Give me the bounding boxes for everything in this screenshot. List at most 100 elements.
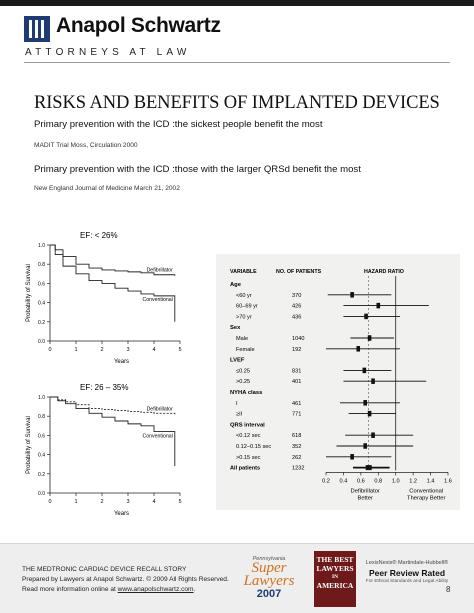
y-tick-label: 1.0: [38, 395, 45, 401]
slide-title: RISKS AND BENEFITS OF IMPLANTED DEVICES: [34, 93, 440, 113]
x-tick-label: 4: [152, 347, 155, 353]
survival-chart-2: EF: 26 – 35% 0.0 0.2 0.4 0.6 0.8 1.0 0 1 2 3 4 5 Year…: [26, 383, 182, 517]
top-bar: [0, 0, 474, 6]
forest-x-tick-label: 0.8: [374, 478, 382, 484]
row-patient-count: 426: [292, 304, 301, 310]
peer-review-title: Peer Review Rated: [368, 568, 446, 578]
row-patient-count: 192: [292, 347, 301, 353]
row-patient-count: 352: [292, 444, 301, 450]
forest-x-tick-label: 1.6: [444, 478, 452, 484]
row-label: >0.15 sec: [236, 455, 261, 461]
firm-name: Anapol Schwartz: [56, 14, 221, 37]
series-label: Defibrillator: [147, 268, 174, 274]
series-label: Conventional: [143, 433, 173, 439]
hazard-ratio-point: [362, 367, 367, 374]
row-label: 60–69 yr: [236, 304, 258, 310]
y-axis-label: Probability of Survival: [26, 264, 32, 322]
hazard-ratio-point: [371, 432, 375, 438]
hazard-ratio-point: [376, 302, 381, 309]
survival-charts-panel: EF: < 26% 0.0 0.2 0.4 0.6 0.8 1.0 0 1 2 3 4 5 Years Pr…: [16, 225, 206, 525]
header-divider: [24, 62, 450, 63]
row-patient-count: 1232: [292, 466, 304, 472]
y-tick-label: 0.6: [38, 433, 45, 439]
left-direction-label: Better: [357, 495, 373, 501]
forest-x-tick-label: 1.2: [409, 478, 417, 484]
row-label: <60 yr: [236, 293, 252, 299]
x-tick-label: 5: [178, 347, 181, 353]
chart-title: EF: 26 – 35%: [80, 383, 128, 392]
hazard-ratio-panel: VARIABLE NO. OF PATIENTS HAZARD RATIO Age <6…: [216, 254, 460, 510]
y-tick-label: 0.4: [38, 301, 45, 307]
footer-copyright: Prepared by Lawyers at Anapol Schwartz. …: [22, 576, 229, 583]
row-label: I: [236, 401, 238, 407]
y-tick-label: 0.8: [38, 414, 45, 420]
source-citation-2: New England Journal of Medicine March 21…: [34, 185, 180, 192]
hazard-ratio-point: [364, 313, 368, 320]
series-line-conventional: [50, 244, 176, 322]
row-label: >70 yr: [236, 314, 252, 320]
x-tick-label: 0: [48, 347, 51, 353]
row-label: 0.12–0.15 sec: [236, 444, 271, 450]
source-citation-1: MADIT Trial Moss, Circulation 2000: [34, 142, 138, 149]
chart-title: EF: < 26%: [80, 231, 118, 240]
footer-more-info-suffix: .: [193, 586, 196, 593]
page-number: 8: [446, 585, 451, 594]
row-label: Female: [236, 347, 255, 353]
best-lawyers-line: THE BEST: [316, 555, 354, 564]
firm-logo[interactable]: Anapol Schwartz ATTORNEYS AT LAW: [24, 14, 221, 62]
x-tick-label: 3: [126, 347, 129, 353]
x-axis-label: Years: [114, 511, 129, 517]
row-patient-count: 370: [292, 293, 301, 299]
peer-review-brand: LexisNexis® Martindale-Hubbell®: [365, 560, 449, 566]
best-lawyers-badge: THE BEST LAWYERS IN AMERICA: [314, 551, 356, 607]
row-label: ≥II: [236, 412, 243, 418]
series-label: Defibrillator: [147, 406, 174, 412]
x-tick-label: 1: [74, 347, 77, 353]
hazard-ratio-point: [363, 400, 368, 406]
row-group-label: LVEF: [230, 358, 245, 364]
row-patient-count: 401: [292, 379, 301, 385]
bullet-point-2: Primary prevention with the ICD :those w…: [34, 164, 361, 175]
hazard-ratio-point: [350, 454, 354, 460]
y-tick-label: 0.6: [38, 281, 45, 287]
x-tick-label: 4: [152, 499, 155, 505]
y-tick-label: 1.0: [38, 243, 45, 249]
row-group-label: Age: [230, 282, 242, 288]
best-lawyers-line: AMERICA: [316, 580, 354, 590]
footer-title: THE MEDTRONIC CARDIAC DEVICE RECALL STOR…: [22, 566, 187, 573]
x-tick-label: 0: [48, 499, 51, 505]
row-patient-count: 618: [292, 433, 301, 439]
best-lawyers-line: LAWYERS: [316, 563, 354, 573]
column-header-hazard-ratio: HAZARD RATIO: [364, 269, 404, 275]
row-group-label: QRS interval: [230, 422, 265, 428]
series-label: Conventional: [143, 297, 173, 303]
peer-review-subtitle: For Ethical Standards and Legal Ability: [365, 579, 449, 584]
website-link[interactable]: www.anapolschwartz.com: [117, 586, 194, 593]
x-tick-label: 5: [178, 499, 181, 505]
super-lawyers-year: 2007: [256, 588, 282, 600]
row-label: All patients: [230, 466, 260, 472]
right-direction-label: Conventional: [409, 488, 443, 494]
row-patient-count: 1040: [292, 336, 304, 342]
x-axis-label: Years: [114, 359, 129, 365]
super-lawyers-state: Pennsylvania: [252, 556, 286, 562]
row-patient-count: 262: [292, 455, 301, 461]
hazard-ratio-point: [350, 292, 354, 298]
forest-x-tick-label: 1.4: [427, 478, 435, 484]
series-line-defibrillator: [50, 244, 176, 276]
hazard-ratio-point: [363, 443, 368, 449]
super-lawyers-word2: Lawyers: [243, 573, 295, 589]
super-lawyers-badge: Pennsylvania Super Lawyers 2007: [238, 556, 300, 604]
series-line-conventional: [50, 396, 176, 467]
hazard-ratio-forest-plot: VARIABLE NO. OF PATIENTS HAZARD RATIO Age <6…: [230, 269, 452, 501]
forest-x-tick-label: 0.6: [357, 478, 365, 484]
y-tick-label: 0.0: [38, 339, 45, 345]
row-patient-count: 436: [292, 314, 301, 320]
hazard-ratio-point: [356, 346, 361, 352]
survival-chart-1: EF: < 26% 0.0 0.2 0.4 0.6 0.8 1.0 0 1 2 3 4 5 Years Pr…: [26, 231, 182, 365]
row-group-label: Sex: [230, 325, 241, 331]
firm-logo-mark: [24, 16, 50, 42]
y-tick-label: 0.2: [38, 320, 45, 326]
row-label: >0.25: [236, 379, 250, 385]
forest-x-tick-label: 0.2: [322, 478, 330, 484]
